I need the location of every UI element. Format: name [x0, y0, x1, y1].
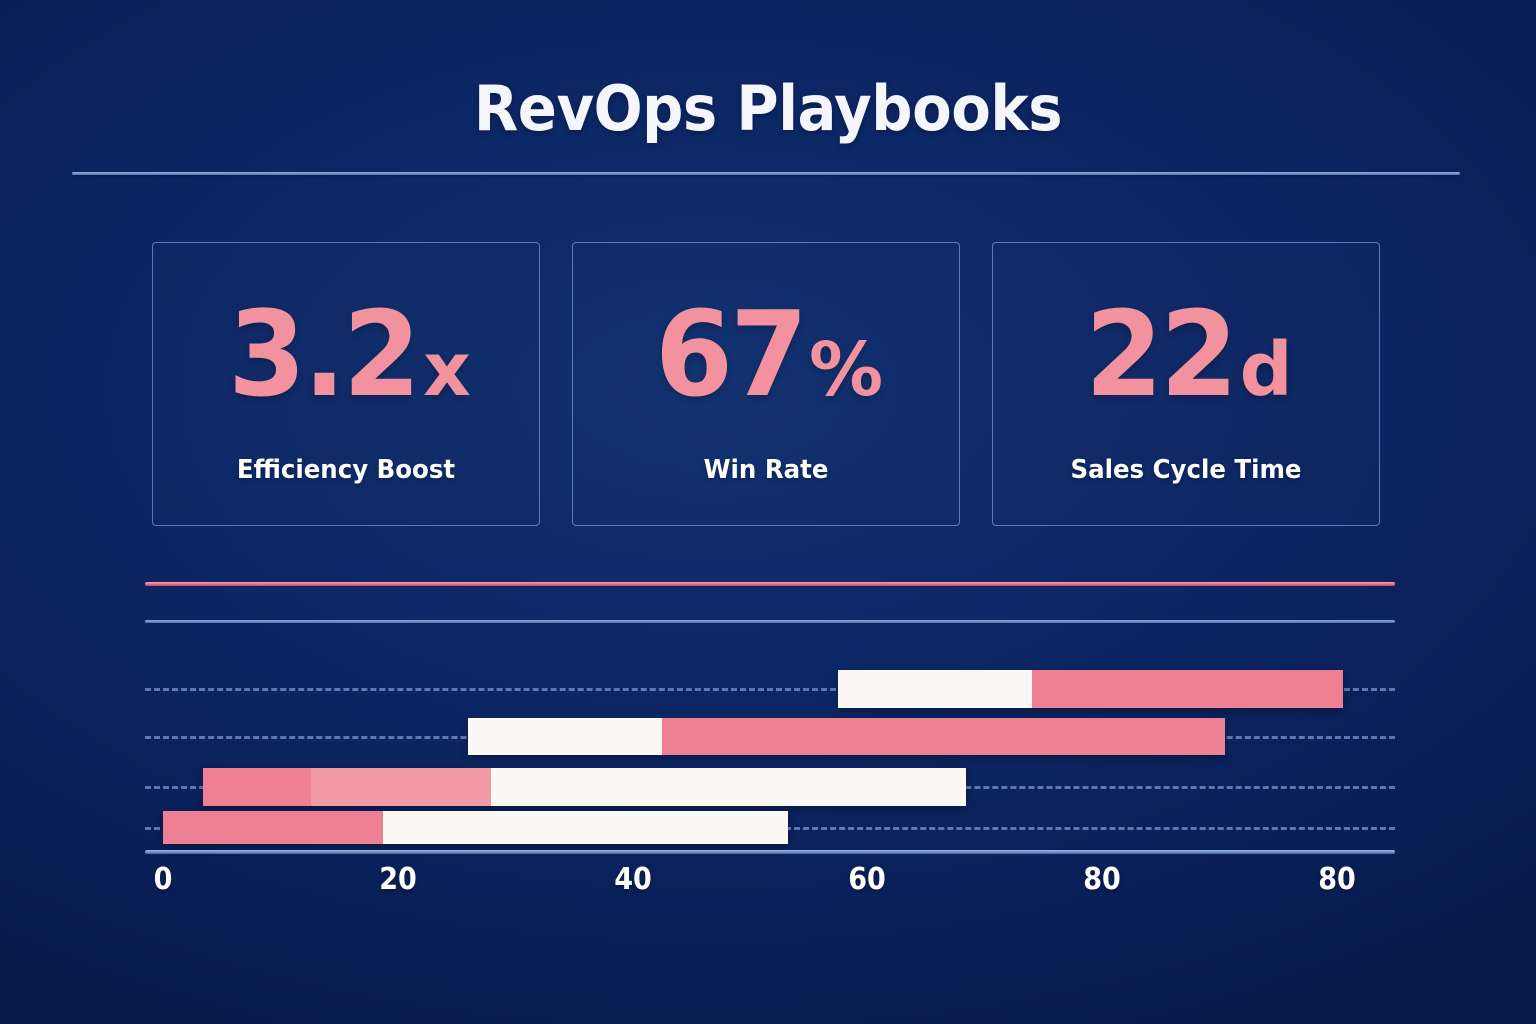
bar-segment	[838, 670, 1032, 708]
x-tick-label: 20	[379, 862, 417, 897]
kpi-label: Efficiency Boost	[236, 455, 456, 485]
bar-row[interactable]	[202, 768, 966, 806]
bar-row[interactable]	[163, 811, 788, 844]
x-tick-label: 80	[1318, 862, 1356, 897]
bar-segment	[490, 768, 966, 806]
kpi-value: 3.2x	[153, 295, 539, 413]
bar-segment	[661, 718, 1226, 755]
kpi-value-suffix: %	[809, 327, 883, 413]
x-tick-label: 40	[613, 862, 652, 897]
bar-segment	[382, 811, 788, 844]
chart-x-axis-line	[145, 850, 1395, 854]
x-tick-label: 80	[1083, 862, 1121, 897]
bar-row[interactable]	[468, 718, 1226, 755]
kpi-value-number: 3.2	[228, 285, 421, 423]
kpi-value-number: 67	[654, 285, 808, 423]
chart-accent-divider	[145, 582, 1395, 586]
header-divider	[72, 172, 1460, 175]
kpi-card-sales-cycle-time[interactable]: 22d Sales Cycle Time	[992, 242, 1380, 526]
bar-segment	[310, 768, 491, 806]
kpi-label: Win Rate	[703, 455, 829, 485]
kpi-value-number: 22	[1085, 285, 1238, 423]
x-tick-label: 60	[848, 862, 887, 897]
bar-segment	[163, 811, 383, 844]
bar-segment	[1031, 670, 1343, 708]
kpi-card-efficiency-boost[interactable]: 3.2x Efficiency Boost	[152, 242, 540, 526]
x-tick-label: 0	[153, 862, 173, 897]
bar-segment	[468, 718, 662, 755]
kpi-card-row: 3.2x Efficiency Boost 67% Win Rate 22d S…	[152, 242, 1380, 526]
gridline	[145, 688, 1395, 694]
kpi-label: Sales Cycle Time	[1070, 455, 1302, 485]
chart-secondary-divider	[145, 620, 1395, 623]
kpi-value-suffix: d	[1239, 327, 1293, 413]
kpi-value: 67%	[573, 295, 959, 413]
bar-segment	[202, 768, 311, 806]
bar-row[interactable]	[838, 670, 1343, 708]
kpi-value-suffix: x	[423, 327, 471, 413]
kpi-card-win-rate[interactable]: 67% Win Rate	[572, 242, 960, 526]
kpi-value: 22d	[993, 295, 1379, 413]
page-title: RevOps Playbooks	[473, 72, 1063, 145]
